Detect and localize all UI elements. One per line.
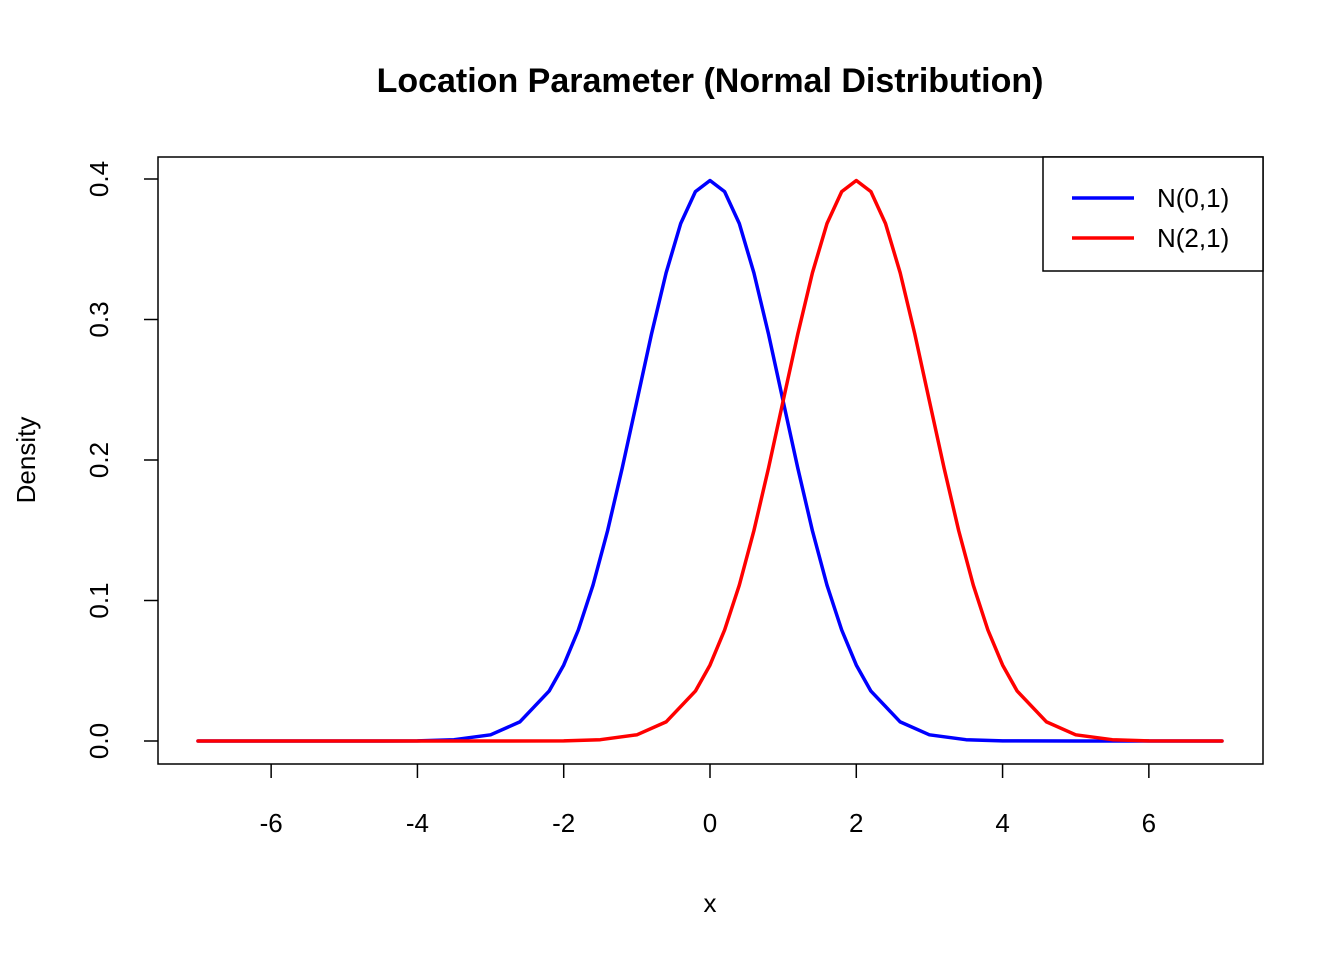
series-line-N(2,1) bbox=[196, 178, 1224, 743]
series-layer bbox=[196, 178, 1224, 743]
x-tick-label: 2 bbox=[849, 808, 863, 838]
chart-title: Location Parameter (Normal Distribution) bbox=[377, 62, 1044, 100]
x-tick-label: -4 bbox=[406, 808, 429, 838]
x-tick-label: 4 bbox=[995, 808, 1009, 838]
x-tick-label: 0 bbox=[703, 808, 717, 838]
y-tick-label: 0.3 bbox=[84, 301, 114, 337]
x-tick-label: -6 bbox=[260, 808, 283, 838]
y-tick-label: 0.0 bbox=[84, 723, 114, 759]
legend-box bbox=[1042, 156, 1264, 272]
y-tick-label: 0.1 bbox=[84, 582, 114, 618]
legend-label: N(0,1) bbox=[1157, 183, 1229, 213]
x-axis: -6 -4 -2 0 2 4 6 bbox=[260, 764, 1156, 838]
legend: N(0,1) N(2,1) bbox=[1042, 156, 1264, 272]
y-axis-label: Density bbox=[11, 417, 41, 504]
legend-label: N(2,1) bbox=[1157, 223, 1229, 253]
x-axis-label: x bbox=[704, 888, 717, 918]
y-tick-label: 0.2 bbox=[84, 442, 114, 478]
x-tick-label: 6 bbox=[1142, 808, 1156, 838]
series-line-N(0,1) bbox=[196, 178, 1224, 743]
y-axis: 0.0 0.1 0.2 0.3 0.4 bbox=[84, 161, 158, 759]
y-tick-label: 0.4 bbox=[84, 161, 114, 197]
x-tick-label: -2 bbox=[552, 808, 575, 838]
